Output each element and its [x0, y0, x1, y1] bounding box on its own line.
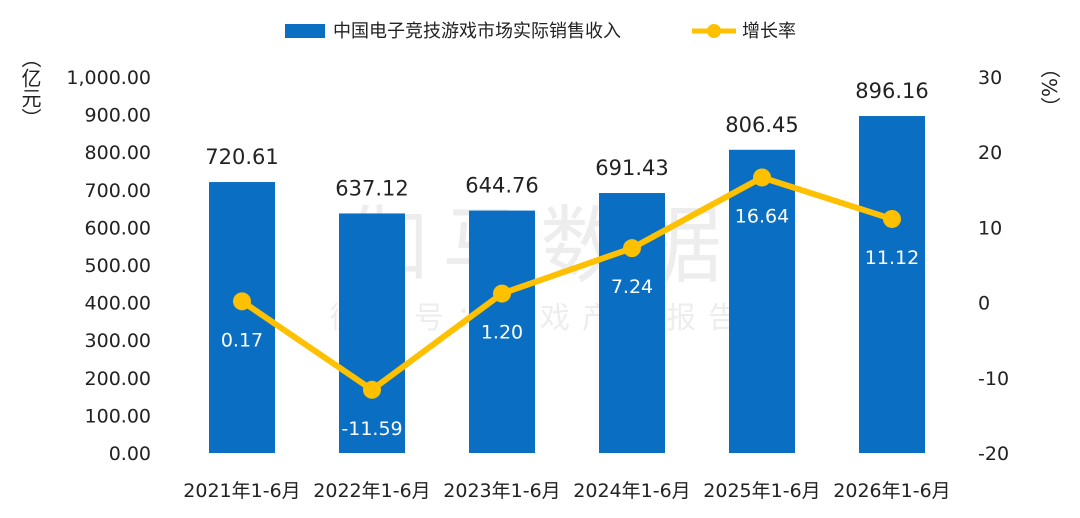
right-unit-label: （%）	[1037, 58, 1061, 117]
growth-point	[883, 209, 901, 228]
bar-value-label: 644.76	[465, 174, 538, 198]
bar	[729, 149, 795, 454]
right-tick-label: 10	[978, 217, 1002, 239]
bar-labels: 720.61 637.12 644.76 691.43 806.45 896.16	[205, 79, 928, 200]
right-tick-label: 0	[978, 293, 990, 315]
x-axis: 2021年1-6月 2022年1-6月 2023年1-6月 2024年1-6月 2025…	[183, 480, 950, 502]
line-series	[233, 168, 901, 399]
x-tick-label: 2023年1-6月	[443, 480, 560, 502]
bar-value-label: 806.45	[725, 113, 798, 137]
x-tick-label: 2024年1-6月	[573, 480, 690, 502]
bar-value-label: 720.61	[205, 145, 278, 169]
x-tick-label: 2022年1-6月	[313, 480, 430, 502]
growth-point	[623, 239, 641, 258]
right-tick-label: 30	[978, 67, 1002, 89]
left-tick-label: 100.00	[85, 405, 151, 427]
left-tick-label: 0.00	[109, 443, 151, 465]
rate-value-label: 11.12	[865, 247, 919, 269]
bar	[339, 213, 405, 453]
rate-value-label: 16.64	[735, 205, 789, 227]
legend-bar-swatch	[285, 24, 325, 38]
left-tick-label: 400.00	[85, 293, 151, 315]
x-tick-label: 2025年1-6月	[703, 480, 820, 502]
left-tick-label: 900.00	[85, 105, 151, 127]
bar-value-label: 896.16	[855, 79, 928, 103]
growth-point	[233, 292, 251, 311]
rate-value-label: 7.24	[611, 276, 653, 298]
left-tick-label: 700.00	[85, 180, 151, 202]
rate-value-label: 0.17	[221, 329, 263, 351]
growth-point	[753, 168, 771, 187]
left-tick-label: 600.00	[85, 217, 151, 239]
bar	[859, 116, 925, 454]
left-tick-label: 800.00	[85, 142, 151, 164]
left-unit-label: （亿元）	[18, 48, 42, 128]
left-tick-label: 1,000.00	[66, 67, 151, 89]
right-axis: -20 -10 0 10 20 30	[978, 67, 1009, 465]
left-axis: 0.00 100.00 200.00 300.00 400.00 500.00 600.00…	[66, 67, 151, 465]
right-tick-label: 20	[978, 142, 1002, 164]
legend: 中国电子竞技游戏市场实际销售收入 增长率	[285, 21, 796, 42]
bar-series	[209, 116, 925, 454]
bar	[599, 193, 665, 453]
legend-line-label: 增长率	[742, 21, 796, 42]
rate-value-label: 1.20	[481, 322, 523, 344]
x-tick-label: 2026年1-6月	[833, 480, 950, 502]
growth-line	[240, 174, 893, 393]
rate-labels: 0.17 -11.59 1.20 7.24 16.64 11.12	[221, 205, 919, 439]
bar-value-label: 637.12	[335, 176, 408, 200]
right-tick-label: -20	[978, 443, 1009, 465]
bar	[469, 210, 535, 453]
rate-value-label: -11.59	[341, 418, 402, 440]
legend-line-marker	[707, 24, 721, 38]
left-tick-label: 200.00	[85, 368, 151, 390]
left-tick-label: 500.00	[85, 255, 151, 277]
right-tick-label: -10	[978, 368, 1009, 390]
x-tick-label: 2021年1-6月	[183, 480, 300, 502]
bar-value-label: 691.43	[595, 156, 668, 180]
legend-bar-label: 中国电子竞技游戏市场实际销售收入	[333, 21, 621, 42]
left-tick-label: 300.00	[85, 330, 151, 352]
growth-point	[493, 284, 511, 303]
growth-point	[363, 380, 381, 399]
